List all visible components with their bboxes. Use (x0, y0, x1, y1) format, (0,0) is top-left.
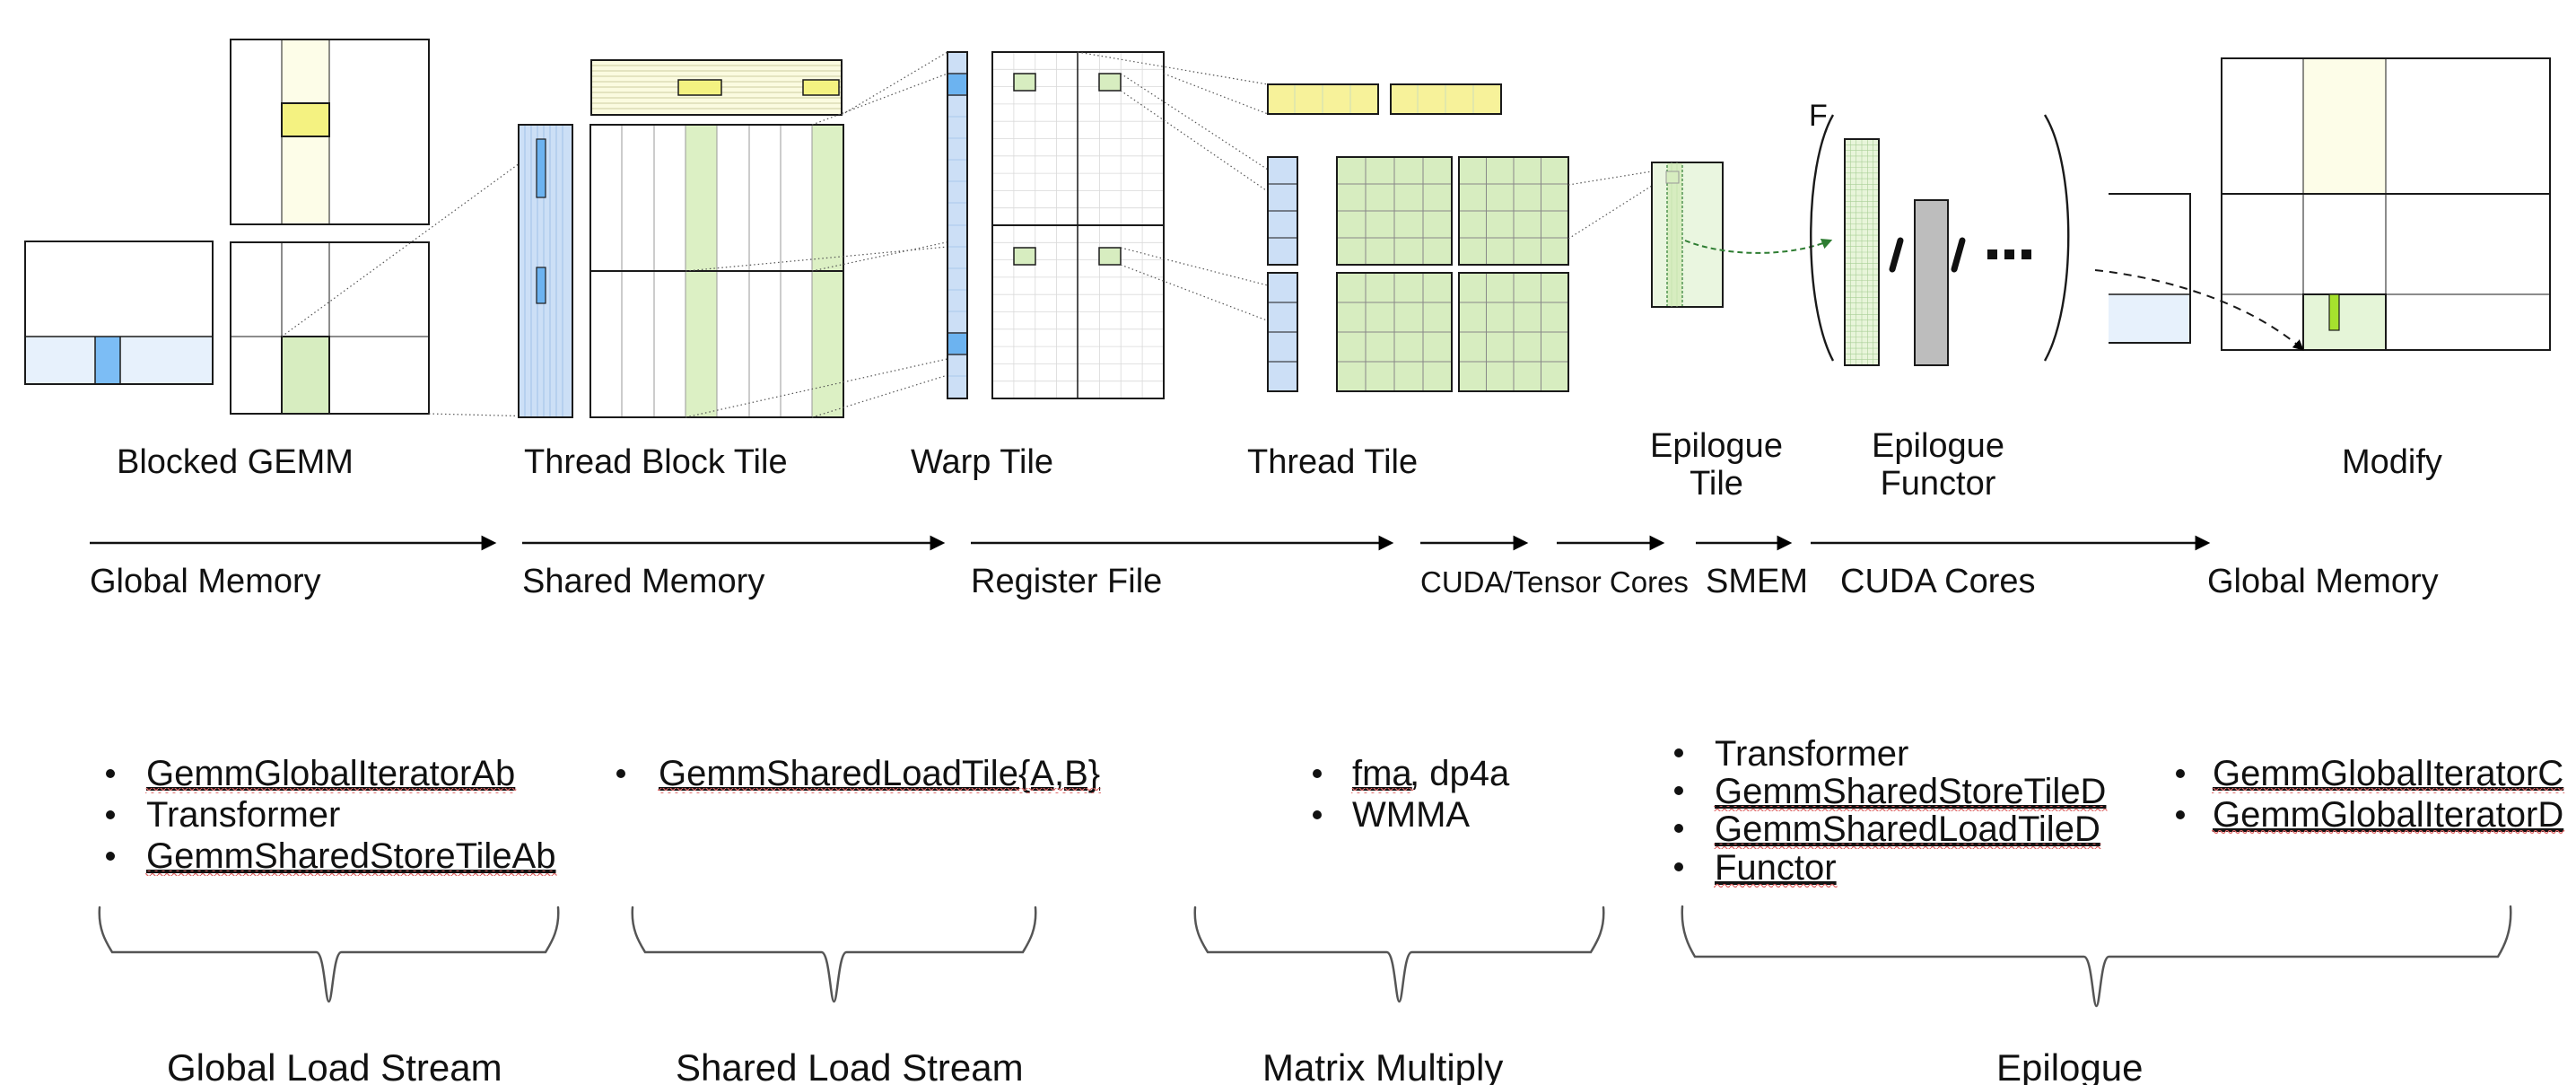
svg-text:F: F (1809, 99, 1828, 133)
svg-text:SMEM: SMEM (1706, 563, 1808, 600)
svg-text:Transformer: Transformer (146, 795, 340, 835)
svg-text:Matrix Multiply: Matrix Multiply (1262, 1046, 1503, 1085)
svg-text:Blocked GEMM: Blocked GEMM (117, 443, 354, 481)
svg-text:CUDA Cores: CUDA Cores (1840, 563, 2036, 600)
svg-text:Global Memory: Global Memory (2207, 563, 2439, 600)
svg-text:GemmGlobalIteratorD: GemmGlobalIteratorD (2213, 795, 2563, 835)
svg-text:Register File: Register File (971, 563, 1162, 600)
svg-text:Epilogue: Epilogue (1996, 1046, 2143, 1085)
svg-text:Tile: Tile (1690, 465, 1743, 503)
svg-text:, dp4a: , dp4a (1410, 754, 1510, 793)
svg-text:Functor: Functor (1715, 848, 1837, 888)
svg-text:fma: fma (1352, 754, 1412, 793)
svg-text:Modify: Modify (2342, 443, 2442, 481)
svg-text:GemmSharedLoadTileD: GemmSharedLoadTileD (1715, 809, 2100, 849)
svg-text:Warp Tile: Warp Tile (911, 443, 1053, 481)
svg-text:Shared Memory: Shared Memory (522, 563, 764, 600)
svg-text:GemmSharedStoreTileAb: GemmSharedStoreTileAb (146, 836, 555, 876)
svg-text:Functor: Functor (1881, 465, 1996, 503)
svg-text:Thread Tile: Thread Tile (1247, 443, 1418, 481)
svg-text:Global Load Stream: Global Load Stream (167, 1046, 502, 1085)
svg-text:Global Memory: Global Memory (90, 563, 321, 600)
svg-text:Epilogue: Epilogue (1650, 427, 1783, 465)
svg-text:GemmSharedLoadTile{A,B}: GemmSharedLoadTile{A,B} (659, 754, 1100, 793)
svg-text:Transformer: Transformer (1715, 734, 1908, 774)
svg-text:Epilogue: Epilogue (1872, 427, 2004, 465)
svg-text:GemmGlobalIteratorAb: GemmGlobalIteratorAb (146, 754, 515, 793)
svg-text:CUDA/Tensor Cores: CUDA/Tensor Cores (1420, 565, 1689, 599)
svg-text:Thread Block Tile: Thread Block Tile (524, 443, 788, 481)
svg-text:WMMA: WMMA (1352, 795, 1470, 835)
svg-text:Shared Load Stream: Shared Load Stream (676, 1046, 1024, 1085)
svg-text:GemmSharedStoreTileD: GemmSharedStoreTileD (1715, 772, 2106, 811)
svg-text:GemmGlobalIteratorC: GemmGlobalIteratorC (2213, 754, 2563, 793)
